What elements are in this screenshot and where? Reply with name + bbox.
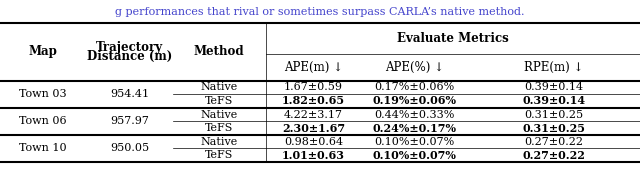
Text: 0.10%±0.07%: 0.10%±0.07% bbox=[374, 137, 454, 147]
Text: 0.98±0.64: 0.98±0.64 bbox=[284, 137, 343, 147]
Text: Method: Method bbox=[194, 45, 244, 58]
Text: 1.01±0.63: 1.01±0.63 bbox=[282, 150, 345, 161]
Text: 0.17%±0.06%: 0.17%±0.06% bbox=[374, 82, 454, 92]
Text: 0.27±0.22: 0.27±0.22 bbox=[522, 150, 585, 161]
Text: g performances that rival or sometimes surpass CARLA’s native method.: g performances that rival or sometimes s… bbox=[115, 7, 525, 16]
Text: Evaluate Metrics: Evaluate Metrics bbox=[397, 32, 509, 45]
Text: 0.31±0.25: 0.31±0.25 bbox=[524, 110, 583, 119]
Text: Native: Native bbox=[200, 110, 238, 119]
Text: 0.44%±0.33%: 0.44%±0.33% bbox=[374, 110, 454, 119]
Text: 954.41: 954.41 bbox=[110, 89, 149, 99]
Text: APE(m) ↓: APE(m) ↓ bbox=[284, 61, 343, 74]
Text: Town 06: Town 06 bbox=[19, 116, 67, 126]
Text: 1.67±0.59: 1.67±0.59 bbox=[284, 82, 343, 92]
Text: Native: Native bbox=[200, 137, 238, 147]
Text: 0.39±0.14: 0.39±0.14 bbox=[524, 82, 583, 92]
Text: APE(%) ↓: APE(%) ↓ bbox=[385, 61, 444, 74]
Text: Town 03: Town 03 bbox=[19, 89, 67, 99]
Text: 2.30±1.67: 2.30±1.67 bbox=[282, 123, 345, 134]
Text: 1.82±0.65: 1.82±0.65 bbox=[282, 95, 345, 106]
Text: Map: Map bbox=[29, 45, 58, 58]
Text: TeFS: TeFS bbox=[205, 96, 234, 106]
Text: Trajectory: Trajectory bbox=[96, 41, 163, 54]
Text: TeFS: TeFS bbox=[205, 150, 234, 160]
Text: 0.10%±0.07%: 0.10%±0.07% bbox=[372, 150, 456, 161]
Text: 0.19%±0.06%: 0.19%±0.06% bbox=[372, 95, 456, 106]
Text: TeFS: TeFS bbox=[205, 123, 234, 133]
Text: 0.27±0.22: 0.27±0.22 bbox=[524, 137, 583, 147]
Text: 0.31±0.25: 0.31±0.25 bbox=[522, 123, 585, 134]
Text: Distance (m): Distance (m) bbox=[87, 50, 172, 63]
Text: Native: Native bbox=[200, 82, 238, 92]
Text: 957.97: 957.97 bbox=[110, 116, 149, 126]
Text: 4.22±3.17: 4.22±3.17 bbox=[284, 110, 343, 119]
Text: 0.24%±0.17%: 0.24%±0.17% bbox=[372, 123, 456, 134]
Text: 950.05: 950.05 bbox=[110, 144, 149, 153]
Text: Town 10: Town 10 bbox=[19, 144, 67, 153]
Text: RPE(m) ↓: RPE(m) ↓ bbox=[524, 61, 583, 74]
Text: 0.39±0.14: 0.39±0.14 bbox=[522, 95, 585, 106]
